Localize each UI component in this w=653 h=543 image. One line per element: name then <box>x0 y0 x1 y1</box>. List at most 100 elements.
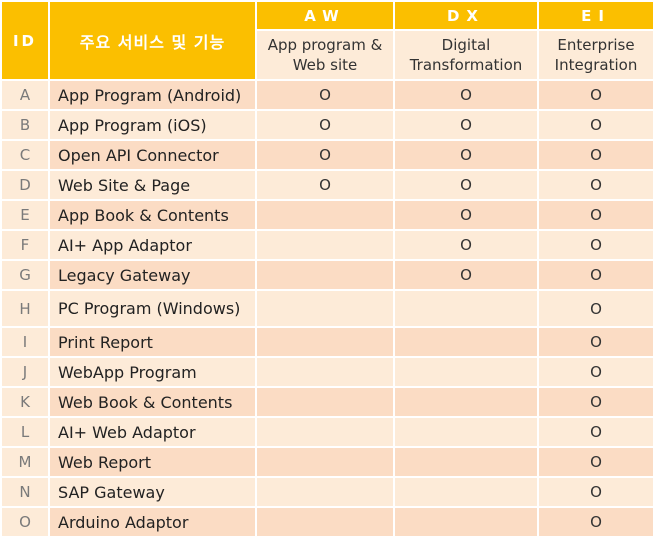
row-aw-mark <box>255 259 395 291</box>
dx-subtitle: Digital Transformation <box>393 29 539 81</box>
ei-subtitle: Enterprise Integration <box>537 29 653 81</box>
row-aw-mark <box>255 199 395 231</box>
row-dx-mark <box>393 386 539 418</box>
row-ei-mark: O <box>537 386 653 418</box>
row-id-cell: L <box>0 416 50 448</box>
row-id-cell: E <box>0 199 50 231</box>
row-dx-mark: O <box>393 229 539 261</box>
row-service-cell: AI+ Web Adaptor <box>48 416 257 448</box>
row-id-cell: I <box>0 326 50 358</box>
table-row: G Legacy Gateway O O <box>0 259 653 291</box>
row-id-cell: D <box>0 169 50 201</box>
table-row: E App Book & Contents O O <box>0 199 653 231</box>
row-aw-mark <box>255 289 395 328</box>
row-ei-mark: O <box>537 79 653 111</box>
row-ei-mark: O <box>537 199 653 231</box>
row-service-cell: Legacy Gateway <box>48 259 257 291</box>
table-row: I Print Report O <box>0 326 653 358</box>
row-ei-mark: O <box>537 416 653 448</box>
row-aw-mark <box>255 446 395 478</box>
row-dx-mark <box>393 476 539 508</box>
row-aw-mark <box>255 506 395 538</box>
row-dx-mark: O <box>393 199 539 231</box>
row-id-cell: C <box>0 139 50 171</box>
row-dx-mark <box>393 446 539 478</box>
dx-group-header: DX <box>393 0 539 31</box>
row-id-cell: A <box>0 79 50 111</box>
row-aw-mark <box>255 476 395 508</box>
row-aw-mark: O <box>255 109 395 141</box>
ei-subtitle-line2: Integration <box>554 56 638 74</box>
aw-subtitle: App program & Web site <box>255 29 395 81</box>
row-service-cell: App Program (iOS) <box>48 109 257 141</box>
row-id-cell: G <box>0 259 50 291</box>
row-id-cell: M <box>0 446 50 478</box>
row-aw-mark: O <box>255 139 395 171</box>
row-dx-mark <box>393 326 539 358</box>
row-dx-mark: O <box>393 259 539 291</box>
row-dx-mark: O <box>393 79 539 111</box>
row-id-cell: K <box>0 386 50 418</box>
row-dx-mark <box>393 356 539 388</box>
table-row: B App Program (iOS) O O O <box>0 109 653 141</box>
row-ei-mark: O <box>537 446 653 478</box>
table-row: F AI+ App Adaptor O O <box>0 229 653 261</box>
table-row: D Web Site & Page O O O <box>0 169 653 201</box>
row-service-cell: Print Report <box>48 326 257 358</box>
row-aw-mark: O <box>255 79 395 111</box>
row-aw-mark <box>255 386 395 418</box>
row-ei-mark: O <box>537 259 653 291</box>
table-row: H PC Program (Windows) O <box>0 289 653 328</box>
row-aw-mark <box>255 356 395 388</box>
row-dx-mark <box>393 289 539 328</box>
table-row: O Arduino Adaptor O <box>0 506 653 538</box>
row-service-cell: Web Report <box>48 446 257 478</box>
table-row: K Web Book & Contents O <box>0 386 653 418</box>
aw-subtitle-line2: Web site <box>292 56 358 74</box>
row-service-cell: App Program (Android) <box>48 79 257 111</box>
table-row: J WebApp Program O <box>0 356 653 388</box>
row-aw-mark <box>255 416 395 448</box>
row-dx-mark: O <box>393 109 539 141</box>
row-dx-mark: O <box>393 169 539 201</box>
row-id-cell: F <box>0 229 50 261</box>
row-ei-mark: O <box>537 476 653 508</box>
row-service-cell: AI+ App Adaptor <box>48 229 257 261</box>
row-ei-mark: O <box>537 356 653 388</box>
row-id-cell: H <box>0 289 50 328</box>
table-row: A App Program (Android) O O O <box>0 79 653 111</box>
aw-group-header: AW <box>255 0 395 31</box>
service-column-header: 주요 서비스 및 기능 <box>48 0 257 81</box>
dx-subtitle-line1: Digital <box>441 36 491 54</box>
row-dx-mark <box>393 506 539 538</box>
row-dx-mark: O <box>393 139 539 171</box>
row-service-cell: Open API Connector <box>48 139 257 171</box>
table-body: A App Program (Android) O O O B App Program (i… <box>0 79 653 538</box>
table-row: L AI+ Web Adaptor O <box>0 416 653 448</box>
row-service-cell: WebApp Program <box>48 356 257 388</box>
row-ei-mark: O <box>537 139 653 171</box>
table-row: C Open API Connector O O O <box>0 139 653 171</box>
row-aw-mark: O <box>255 169 395 201</box>
row-id-cell: B <box>0 109 50 141</box>
table-row: M Web Report O <box>0 446 653 478</box>
table-row: N SAP Gateway O <box>0 476 653 508</box>
row-ei-mark: O <box>537 109 653 141</box>
ei-group-header: EI <box>537 0 653 31</box>
row-service-cell: Arduino Adaptor <box>48 506 257 538</box>
ei-subtitle-line1: Enterprise <box>557 36 635 54</box>
row-dx-mark <box>393 416 539 448</box>
row-aw-mark <box>255 326 395 358</box>
row-ei-mark: O <box>537 169 653 201</box>
row-id-cell: J <box>0 356 50 388</box>
row-ei-mark: O <box>537 506 653 538</box>
row-ei-mark: O <box>537 326 653 358</box>
row-service-cell: SAP Gateway <box>48 476 257 508</box>
row-ei-mark: O <box>537 289 653 328</box>
aw-subtitle-line1: App program & <box>267 36 383 54</box>
row-ei-mark: O <box>537 229 653 261</box>
row-service-cell: Web Site & Page <box>48 169 257 201</box>
row-service-cell: App Book & Contents <box>48 199 257 231</box>
row-id-cell: N <box>0 476 50 508</box>
id-column-header: ID <box>0 0 50 81</box>
